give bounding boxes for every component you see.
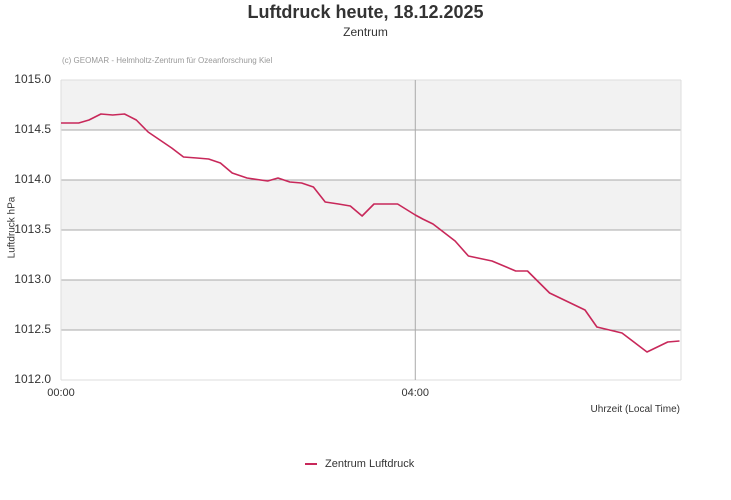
y-tick-label: 1013.0 — [14, 272, 51, 286]
legend-item[interactable]: Zentrum Luftdruck — [305, 458, 414, 470]
y-tick-label: 1014.0 — [14, 172, 51, 186]
credit-text: (c) GEOMAR - Helmholtz-Zentrum für Ozean… — [62, 56, 273, 65]
chart-title: Luftdruck heute, 18.12.2025 — [247, 2, 484, 22]
y-tick-label: 1013.5 — [14, 222, 51, 236]
y-tick-label: 1012.5 — [14, 322, 51, 336]
y-tick-label: 1014.5 — [14, 122, 51, 136]
legend-label: Zentrum Luftdruck — [325, 458, 415, 470]
y-tick-label: 1012.0 — [14, 372, 51, 386]
x-axis-label: Uhrzeit (Local Time) — [590, 404, 680, 415]
chart-subtitle: Zentrum — [343, 25, 388, 39]
x-tick-label: 04:00 — [401, 387, 430, 399]
y-tick-label: 1015.0 — [14, 72, 51, 86]
series-line[interactable] — [61, 113, 680, 353]
legend-line-icon — [305, 463, 317, 465]
x-tick-label: 00:00 — [47, 387, 75, 399]
